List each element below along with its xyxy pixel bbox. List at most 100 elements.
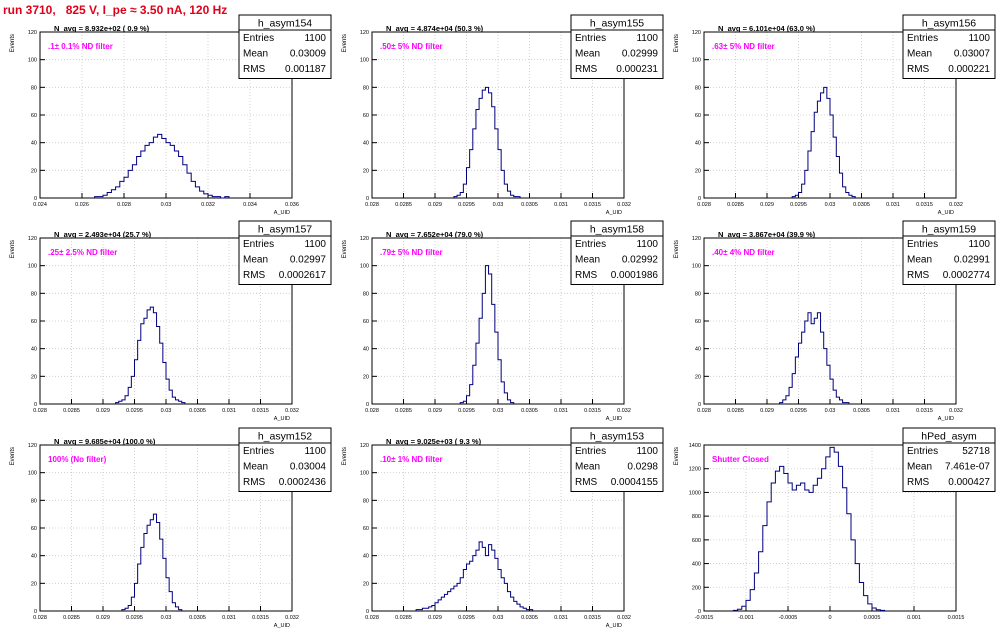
stat-label: RMS [575, 270, 598, 281]
stat-label: Mean [575, 255, 600, 266]
y-tick-label: 20 [31, 168, 37, 174]
histogram-name: h_asym157 [258, 224, 312, 236]
x-tick-label: 0.029 [428, 615, 442, 621]
stat-label: Mean [907, 49, 932, 60]
x-tick-label: 0.0315 [252, 408, 269, 414]
y-tick-label: 80 [363, 498, 369, 504]
stat-value: 0.001187 [285, 64, 326, 75]
stat-label: RMS [907, 477, 930, 488]
stat-value: 0.03007 [954, 49, 991, 60]
stat-label: Entries [907, 446, 938, 457]
x-tick-label: 0.0315 [584, 615, 601, 621]
y-tick-label: 60 [363, 113, 369, 119]
x-tick-label: 0.028 [117, 202, 131, 208]
histogram-line [415, 541, 534, 611]
stats-box [570, 220, 664, 285]
stat-value: 0.0298 [627, 462, 658, 473]
y-tick-label: 20 [363, 374, 369, 380]
y-axis-label: Events [342, 34, 348, 52]
histogram-title: N_avg = 6.101e+04 (63.0 %) [718, 24, 816, 33]
y-tick-label: 200 [692, 585, 701, 591]
x-axis-label: A_UID [606, 623, 622, 629]
x-tick-label: 0.032 [617, 202, 631, 208]
stat-value: 0.0004155 [611, 477, 659, 488]
stat-value: 0.000427 [948, 477, 990, 488]
y-tick-label: 1000 [689, 490, 701, 496]
x-tick-label: 0.0305 [521, 615, 538, 621]
stat-value: 0.02992 [622, 255, 659, 266]
y-axis-label: Events [674, 34, 680, 52]
stats-box [238, 220, 332, 285]
x-axis-label: A_UID [938, 210, 954, 216]
histogram-name: h_asym152 [258, 431, 312, 443]
stat-value: 1100 [968, 33, 990, 44]
stat-value: 1100 [968, 239, 990, 250]
x-tick-label: 0.031 [222, 615, 236, 621]
histogram-svg: 0 200 400 600 800 1000 1200 1400 -0.0015 -0.001 -0… [674, 427, 996, 621]
stat-value: 7.461e-07 [945, 462, 990, 473]
y-tick-label: 60 [695, 113, 701, 119]
y-tick-label: 40 [31, 554, 37, 560]
x-tick-label: -0.0015 [695, 615, 714, 621]
x-tick-label: 0.03 [493, 408, 504, 414]
y-tick-label: 100 [692, 58, 701, 64]
x-tick-label: 0.031 [886, 408, 900, 414]
histogram-title: N_avg = 2.493e+04 (25.7 %) [54, 230, 152, 239]
y-tick-label: 80 [31, 498, 37, 504]
x-tick-label: -0.001 [738, 615, 754, 621]
y-tick-label: 20 [363, 168, 369, 174]
y-axis-label: Events [674, 447, 680, 465]
stat-value: 1100 [304, 239, 326, 250]
y-axis-label: Events [10, 447, 16, 465]
y-tick-label: 120 [360, 236, 369, 242]
y-axis-label: Events [10, 240, 16, 258]
y-axis-label: Events [342, 447, 348, 465]
x-tick-label: 0.032 [285, 408, 299, 414]
x-tick-label: 0.031 [222, 408, 236, 414]
stat-value: 0.000221 [948, 64, 990, 75]
y-tick-label: 600 [692, 538, 701, 544]
stat-label: Entries [575, 239, 606, 250]
y-tick-label: 120 [28, 236, 37, 242]
stat-value: 1100 [636, 33, 658, 44]
histogram-svg: 0 20 40 60 80 100 120 0.028 0.0285 0.029 0.0295 0.0… [10, 427, 332, 629]
x-tick-label: 0.0285 [63, 408, 80, 414]
y-tick-label: 120 [692, 236, 701, 242]
x-tick-label: 0.0285 [727, 202, 744, 208]
x-tick-label: 0.0305 [189, 615, 206, 621]
x-tick-label: 0.03 [161, 408, 172, 414]
x-tick-label: 0.0005 [864, 615, 881, 621]
histogram-title: N_avg = 7.652e+04 (79.0 %) [386, 230, 484, 239]
histogram-line [732, 446, 886, 611]
y-tick-label: 60 [363, 319, 369, 325]
stat-label: Mean [243, 462, 268, 473]
x-tick-label: 0.0315 [916, 202, 933, 208]
y-tick-label: 80 [363, 85, 369, 91]
x-tick-label: 0.0315 [584, 408, 601, 414]
y-tick-label: 20 [31, 581, 37, 587]
x-tick-label: 0.029 [428, 202, 442, 208]
y-tick-label: 20 [695, 168, 701, 174]
y-tick-label: 100 [692, 264, 701, 270]
histogram-title: N_avg = 9.025e+03 ( 9.3 %) [386, 437, 482, 446]
y-tick-label: 800 [692, 514, 701, 520]
x-tick-label: 0.0305 [521, 202, 538, 208]
stat-label: Mean [907, 255, 932, 266]
x-tick-label: 0.0295 [126, 615, 143, 621]
x-tick-label: 0.0315 [916, 408, 933, 414]
y-tick-label: 40 [363, 141, 369, 147]
x-tick-label: 0.0295 [458, 202, 475, 208]
filter-annotation: Shutter Closed [712, 455, 769, 464]
y-axis-label: Events [342, 240, 348, 258]
x-tick-label: 0.036 [285, 202, 299, 208]
x-tick-label: 0.0295 [458, 615, 475, 621]
stat-label: Entries [243, 446, 274, 457]
histogram-svg: 0 20 40 60 80 100 120 0.028 0.0285 0.029 0.0295 0.0… [342, 427, 664, 629]
stats-box [238, 14, 332, 79]
x-tick-label: 0.0315 [252, 615, 269, 621]
stat-label: RMS [243, 64, 266, 75]
x-tick-label: 0.028 [697, 408, 711, 414]
x-tick-label: 0.029 [428, 408, 442, 414]
x-tick-label: 0.024 [33, 202, 47, 208]
y-tick-label: 120 [28, 30, 37, 36]
